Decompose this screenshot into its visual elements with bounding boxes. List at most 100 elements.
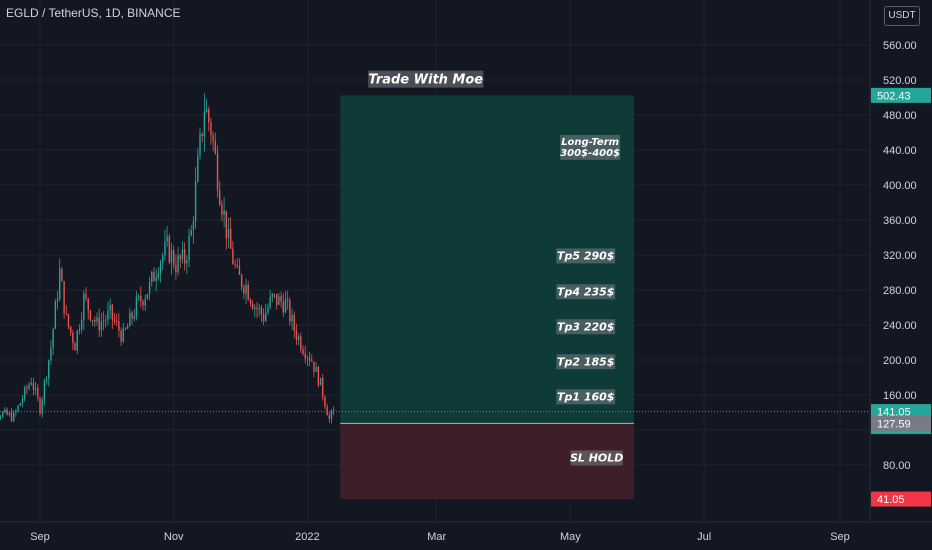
candle-body <box>322 377 324 397</box>
candle-body <box>94 320 96 322</box>
candle-body <box>251 303 254 309</box>
candle-body <box>32 382 35 390</box>
price-tick-label: 520.00 <box>883 75 917 87</box>
candle-body <box>10 412 13 421</box>
candle-body <box>17 405 19 412</box>
candle-body <box>56 298 59 302</box>
annotation-background <box>560 134 621 160</box>
candle-body <box>297 336 300 340</box>
candle-body <box>205 109 208 113</box>
candle-body <box>221 204 223 215</box>
candle-body <box>201 133 203 137</box>
candle-body <box>313 361 315 372</box>
candle-body <box>37 387 39 398</box>
candle-body <box>124 328 127 330</box>
candle-body <box>131 312 133 319</box>
candle-body <box>265 312 267 322</box>
candle-body <box>293 315 295 331</box>
candle-body <box>122 328 124 342</box>
price-marker-text: 41.05 <box>877 494 905 506</box>
price-tick-label: 160.00 <box>883 390 917 402</box>
candle-body <box>43 380 46 400</box>
candle-body <box>238 266 241 275</box>
candle-body <box>166 236 168 242</box>
candle-body <box>76 330 78 351</box>
candle-body <box>146 294 149 299</box>
annotation-text: Long-Term <box>561 137 619 148</box>
candle-body <box>245 284 247 294</box>
time-axis: Sep Nov 2022 Mar May Jul Sep <box>0 521 932 543</box>
annotation-text: Tp4 235$ <box>557 285 614 298</box>
candle-body <box>203 112 206 137</box>
candle-body <box>295 330 298 340</box>
price-marker-text: 502.43 <box>877 90 911 102</box>
candle-body <box>291 315 293 322</box>
annotation-background <box>570 450 623 466</box>
candle-body <box>240 274 243 288</box>
candle-body <box>126 326 129 329</box>
candle-body <box>2 412 4 417</box>
candle-body <box>91 320 94 321</box>
currency-badge[interactable]: USDT <box>884 6 920 26</box>
candle-body <box>48 360 50 379</box>
candle-body <box>41 399 43 414</box>
price-marker: 41.05 <box>871 491 931 507</box>
price-tick-label: 320.00 <box>883 250 917 262</box>
candle-body <box>26 387 28 389</box>
candle-body <box>190 230 192 236</box>
candle-body <box>328 415 331 419</box>
annotation-label: SL HOLD <box>570 450 623 466</box>
candle-body <box>214 140 217 154</box>
candle-body <box>80 320 83 330</box>
candle-body <box>278 296 280 305</box>
candle-body <box>324 396 326 407</box>
candle-body <box>282 301 284 313</box>
candle-body <box>28 384 30 389</box>
candle-body <box>98 317 100 331</box>
candle-body <box>170 250 173 263</box>
candle-body <box>227 228 230 238</box>
candle-body <box>177 255 179 273</box>
candle-body <box>249 299 252 304</box>
candle-body <box>52 328 54 348</box>
annotation-text: Tp1 160$ <box>557 390 614 403</box>
candle-body <box>179 255 181 260</box>
price-tick-label: 440.00 <box>883 145 917 157</box>
time-tick-label: Sep <box>830 531 850 543</box>
candle-body <box>102 320 105 322</box>
price-tick-label: 400.00 <box>883 180 917 192</box>
candle-body <box>256 307 258 310</box>
candle-body <box>23 387 26 400</box>
candle-body <box>223 210 225 215</box>
annotation-background <box>368 70 484 88</box>
candle-body <box>315 366 317 372</box>
candle-body <box>330 410 333 419</box>
candle-body <box>116 321 118 322</box>
candle-body <box>175 265 177 273</box>
candle-body <box>225 210 228 238</box>
annotation-background <box>556 319 616 335</box>
candle-body <box>83 293 85 321</box>
candle-body <box>155 277 157 282</box>
annotation-text: 300$-400$ <box>560 148 620 159</box>
annotation-label: Tp5 290$ <box>556 248 616 264</box>
candle-body <box>45 378 48 381</box>
candle-body <box>21 399 24 404</box>
candle-body <box>317 366 320 386</box>
candle-body <box>151 271 153 282</box>
candle-body <box>135 297 138 317</box>
candle-body <box>39 397 41 414</box>
candle-body <box>247 284 249 300</box>
annotation-background <box>556 354 616 370</box>
candle-body <box>194 181 197 222</box>
candle-body <box>192 221 195 231</box>
annotation-text: Trade With Moe <box>368 73 483 88</box>
candle-body <box>258 307 260 310</box>
annotation-label: Trade With Moe <box>368 70 484 88</box>
candle-body <box>280 296 282 302</box>
price-tick-label: 200.00 <box>883 355 917 367</box>
candle-body <box>78 329 81 331</box>
candle-body <box>181 249 184 260</box>
annotation-text: Tp3 220$ <box>557 320 614 333</box>
